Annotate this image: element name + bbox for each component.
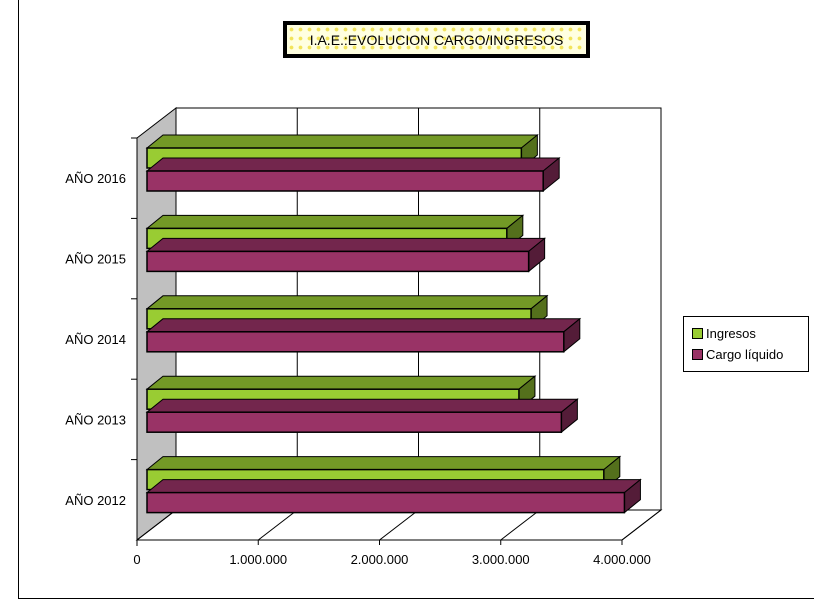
bar-cargo-liquido-ano-2015	[145, 237, 547, 273]
bar-top-face	[145, 295, 549, 310]
bar-top-face	[145, 134, 539, 149]
x-tick-label: 3.000.000	[472, 552, 530, 567]
chart-frame	[18, 0, 814, 599]
legend-label-cargo-liquido: Cargo líquido	[706, 347, 784, 362]
bar-top-face	[145, 398, 579, 413]
axes	[131, 137, 623, 546]
floor-gridline	[257, 509, 298, 541]
bar-top-face	[145, 318, 582, 333]
category-label-ano-2016: AÑO 2016	[65, 171, 126, 186]
category-label-ano-2015: AÑO 2015	[65, 252, 126, 267]
x-tick-labels: 0 1.000.000 2.000.000 3.000.000 4.000.000	[133, 552, 651, 567]
bar-top-face	[145, 214, 525, 229]
x-tick-label: 4.000.000	[593, 552, 651, 567]
bar-top-face	[145, 456, 622, 471]
category-label-ano-2014: AÑO 2014	[65, 332, 126, 347]
legend-swatch-ingresos	[692, 328, 703, 339]
x-tick-label: 0	[133, 552, 140, 567]
floor-gridline	[500, 509, 541, 541]
bar-front-face	[146, 331, 565, 353]
bar-cargo-liquido-ano-2013	[145, 398, 579, 434]
legend-label-ingresos: Ingresos	[706, 326, 756, 341]
floor-gridline	[621, 509, 662, 541]
bar-top-face	[145, 237, 547, 252]
bar-cargo-liquido-ano-2016	[145, 156, 561, 193]
floor-gridline	[379, 509, 419, 541]
bar-front-face	[146, 491, 626, 514]
floor-gridline	[136, 509, 177, 541]
x-tick-label: 1.000.000	[229, 552, 287, 567]
bar-top-face	[145, 375, 537, 390]
legend-item-cargo-liquido: Cargo líquido	[692, 344, 800, 365]
bar-front-face	[146, 250, 530, 273]
bar-series	[145, 133, 642, 514]
bar-cargo-liquido-ano-2012	[145, 478, 642, 514]
category-label-ano-2012: AÑO 2012	[65, 493, 126, 508]
category-labels: AÑO 2016 AÑO 2015 AÑO 2014 AÑO 2013 AÑO 2012	[65, 171, 126, 508]
bar-top-face	[145, 479, 642, 494]
bar-top-face	[145, 157, 561, 172]
category-label-ano-2013: AÑO 2013	[65, 412, 126, 427]
legend-item-ingresos: Ingresos	[692, 323, 800, 344]
legend: Ingresos Cargo líquido	[683, 316, 809, 372]
x-tick-label: 2.000.000	[351, 552, 409, 567]
chart-title: I.A.E.:EVOLUCION CARGO/INGRESOS	[286, 24, 587, 55]
legend-swatch-cargo-liquido	[692, 349, 703, 360]
bar-cargo-liquido-ano-2014	[145, 317, 582, 353]
bar-front-face	[146, 411, 563, 433]
bar-front-face	[146, 170, 544, 192]
chart-title-box: I.A.E.:EVOLUCION CARGO/INGRESOS	[283, 21, 590, 58]
